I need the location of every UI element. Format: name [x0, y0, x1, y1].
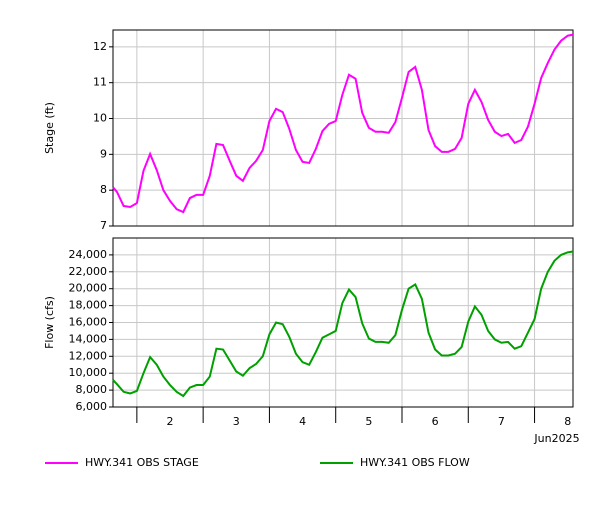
x-tick-label: 7: [498, 415, 505, 428]
y-tick-label: 7: [100, 219, 107, 232]
y-tick-label: 8: [100, 183, 107, 196]
y-axis-label: Stage (ft): [43, 102, 56, 154]
y-tick-label: 12,000: [69, 349, 108, 362]
x-tick-label: 8: [564, 415, 571, 428]
x-tick-label: 2: [167, 415, 174, 428]
x-tick-label: 4: [299, 415, 306, 428]
legend-label: HWY.341 OBS FLOW: [360, 456, 470, 469]
x-tick-label: 6: [432, 415, 439, 428]
legend-label: HWY.341 OBS STAGE: [85, 456, 199, 469]
y-tick-label: 12: [93, 40, 107, 53]
y-tick-label: 9: [100, 147, 107, 160]
x-tick-label: 3: [233, 415, 240, 428]
y-tick-label: 16,000: [69, 316, 108, 329]
y-tick-label: 18,000: [69, 299, 108, 312]
y-tick-label: 14,000: [69, 332, 108, 345]
y-tick-label: 20,000: [69, 282, 108, 295]
y-tick-label: 11: [93, 76, 107, 89]
plot-border: [112, 29, 574, 227]
line-series: [112, 33, 574, 214]
x-tick-label: 5: [365, 415, 372, 428]
plot-area: [113, 30, 573, 226]
y-tick-label: 10: [93, 112, 107, 125]
plot-border: [112, 237, 574, 408]
y-tick-label: 8,000: [76, 383, 108, 396]
y-tick-label: 10,000: [69, 366, 108, 379]
x-axis-label: Jun2025: [533, 432, 579, 445]
y-tick-label: 6,000: [76, 400, 108, 413]
y-tick-label: 22,000: [69, 265, 108, 278]
line-series: [112, 250, 574, 398]
y-tick-label: 24,000: [69, 248, 108, 261]
y-axis-label: Flow (cfs): [43, 296, 56, 349]
